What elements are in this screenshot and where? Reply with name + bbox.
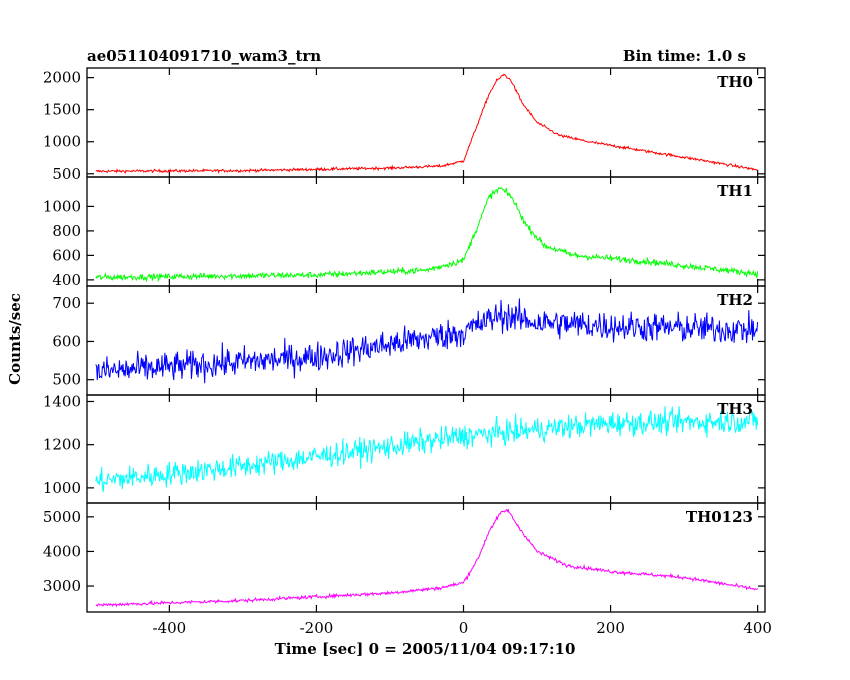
x-tick-label: 200 bbox=[596, 619, 625, 637]
y-tick-label: 800 bbox=[52, 222, 81, 240]
x-axis-label: Time [sec] 0 = 2005/11/04 09:17:10 bbox=[275, 640, 576, 658]
y-tick-label: 500 bbox=[52, 371, 81, 389]
series-line-th3 bbox=[95, 406, 759, 493]
y-tick-label: 1000 bbox=[43, 479, 81, 497]
series-label-th1: TH1 bbox=[717, 182, 753, 200]
y-tick-label: 400 bbox=[52, 271, 81, 289]
y-tick-label: 600 bbox=[52, 332, 81, 350]
series-line-th0 bbox=[95, 73, 758, 175]
series-label-th0: TH0 bbox=[717, 73, 753, 91]
series-label-th0123: TH0123 bbox=[686, 508, 753, 526]
x-tick-label: -400 bbox=[153, 619, 187, 637]
x-tick-label: -200 bbox=[300, 619, 334, 637]
panel-frame-th0 bbox=[86, 67, 766, 178]
y-tick-label: 600 bbox=[52, 246, 81, 264]
y-axis-label: Counts/sec bbox=[6, 293, 24, 385]
panel-frame-th0123 bbox=[86, 502, 766, 613]
y-tick-label: 3000 bbox=[43, 577, 81, 595]
y-tick-label: 1200 bbox=[43, 436, 81, 454]
y-tick-label: 4000 bbox=[43, 542, 81, 560]
series-line-th2 bbox=[95, 298, 759, 384]
plot-title: ae051104091710_wam3_trn bbox=[87, 47, 321, 65]
series-label-th3: TH3 bbox=[717, 400, 753, 418]
y-tick-label: 700 bbox=[52, 294, 81, 312]
series-line-th0123 bbox=[95, 508, 759, 608]
series-line-th1 bbox=[95, 186, 759, 283]
bin-time-label: Bin time: 1.0 s bbox=[623, 47, 746, 65]
y-tick-label: 2000 bbox=[43, 69, 81, 87]
x-tick-label: 0 bbox=[459, 619, 469, 637]
y-tick-label: 1000 bbox=[43, 197, 81, 215]
series-label-th2: TH2 bbox=[717, 291, 753, 309]
y-tick-label: 5000 bbox=[43, 508, 81, 526]
x-tick-label: 400 bbox=[743, 619, 772, 637]
y-tick-label: 500 bbox=[52, 165, 81, 183]
panel-frame-th3 bbox=[86, 394, 766, 504]
y-tick-label: 1400 bbox=[43, 392, 81, 410]
y-tick-label: 1500 bbox=[43, 101, 81, 119]
y-tick-label: 1000 bbox=[43, 133, 81, 151]
panel-frame-th2 bbox=[86, 285, 766, 396]
